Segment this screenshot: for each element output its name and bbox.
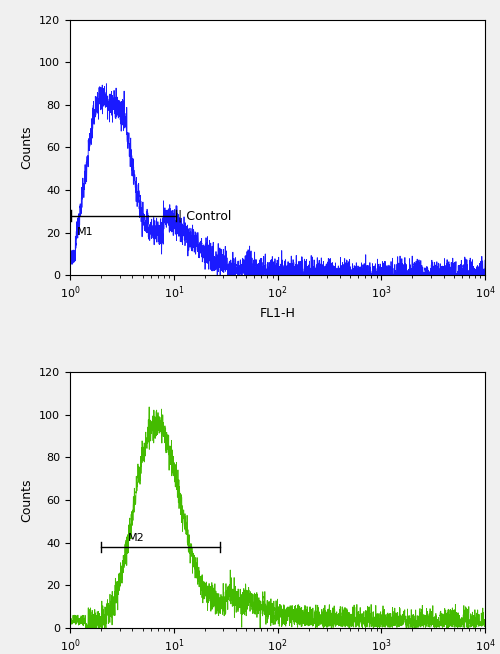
Y-axis label: Counts: Counts <box>20 126 34 169</box>
X-axis label: FL1-H: FL1-H <box>260 307 296 320</box>
Text: M2: M2 <box>128 532 144 543</box>
Text: | Control: | Control <box>178 209 232 222</box>
Text: M1: M1 <box>77 227 94 237</box>
Y-axis label: Counts: Counts <box>20 478 34 522</box>
